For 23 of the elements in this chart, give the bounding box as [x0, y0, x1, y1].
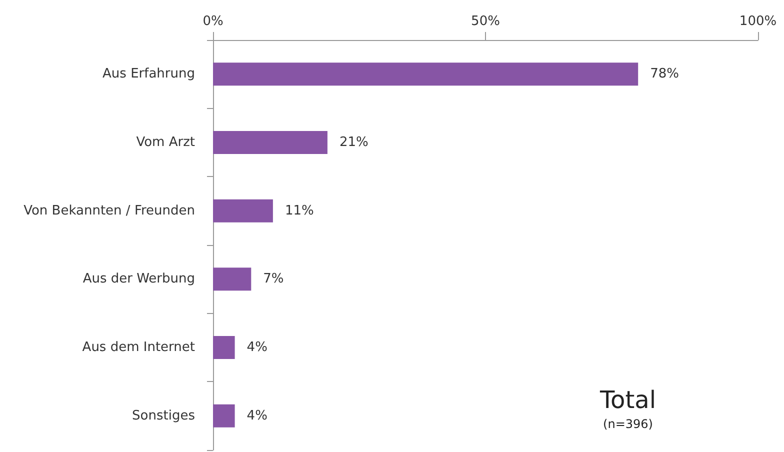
bar: [213, 336, 235, 359]
x-tick-label: 50%: [471, 14, 500, 29]
y-tick-label: Von Bekannten / Freunden: [24, 203, 195, 218]
data-label: 4%: [246, 408, 268, 424]
data-label: 7%: [263, 272, 284, 287]
annotation: Total: [598, 386, 656, 414]
data-label: 21%: [339, 135, 368, 150]
x-tick-label: 0%: [202, 14, 224, 29]
bar: [213, 268, 252, 291]
y-tick-label: Vom Arzt: [136, 135, 195, 150]
annotation: (n=396): [603, 417, 653, 431]
bar: [213, 131, 328, 154]
data-label: 78%: [650, 66, 680, 82]
y-tick-label: Aus der Werbung: [82, 272, 195, 287]
bar: [213, 404, 235, 428]
bar: [213, 199, 273, 222]
x-tick-label: 100%: [739, 14, 777, 29]
y-tick-label: Aus Erfahrung: [102, 66, 195, 82]
data-label: 4%: [246, 340, 268, 355]
y-tick-label: Sonstiges: [132, 408, 196, 424]
bar: [213, 62, 638, 86]
data-label: 11%: [284, 203, 314, 218]
y-tick-label: Aus dem Internet: [82, 340, 195, 355]
